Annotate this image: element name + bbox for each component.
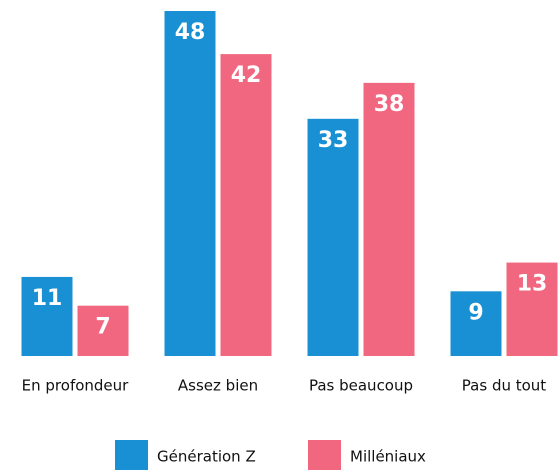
bar: [450, 291, 502, 356]
legend-label: Génération Z: [157, 448, 256, 466]
value-label: 7: [95, 315, 110, 340]
legend-swatch: [115, 440, 148, 470]
bar: [77, 305, 129, 356]
value-label: 48: [175, 20, 206, 45]
value-label: 9: [468, 300, 483, 325]
value-label: 38: [374, 92, 405, 117]
bar: [363, 82, 415, 356]
value-label: 42: [231, 63, 262, 88]
bar: [21, 276, 73, 356]
bar: [506, 262, 558, 356]
x-tick-label: Pas du tout: [462, 377, 547, 395]
legend-label: Milléniaux: [350, 448, 426, 466]
bar: [164, 11, 216, 356]
x-tick-label: Assez bien: [178, 377, 258, 395]
value-label: 11: [32, 286, 63, 311]
x-tick-label: En profondeur: [22, 377, 130, 395]
legend-swatch: [308, 440, 341, 470]
bar: [220, 54, 272, 356]
bar: [307, 118, 359, 356]
x-tick-label: Pas beaucoup: [309, 377, 413, 395]
value-label: 33: [318, 128, 349, 153]
value-label: 13: [517, 272, 548, 297]
